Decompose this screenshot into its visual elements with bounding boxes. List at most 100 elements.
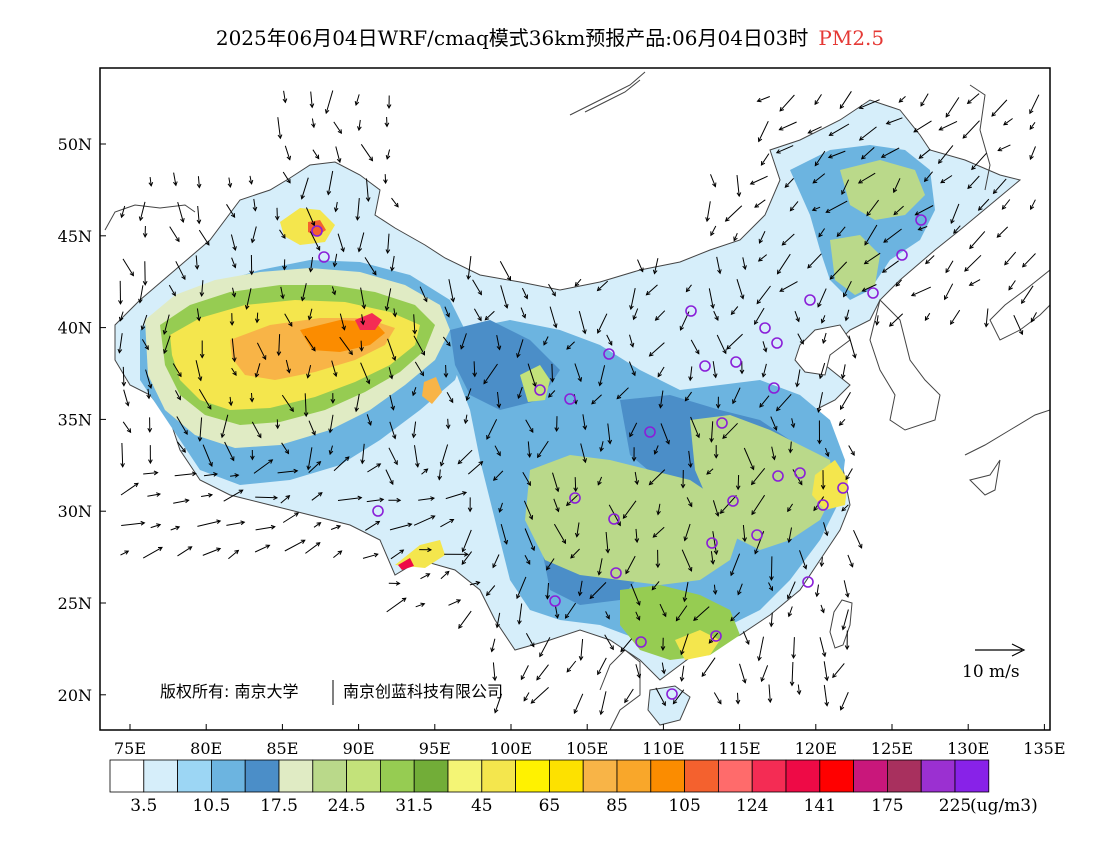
wind-vector [335, 201, 338, 212]
wind-vector-head [181, 448, 186, 453]
wind-vector-head [950, 219, 955, 225]
wind-vector-head [354, 100, 360, 107]
wind-vector-head [760, 160, 766, 166]
wind-vector-head [265, 544, 271, 549]
wind-vector-head [682, 597, 688, 603]
wind-vector-head [280, 294, 285, 300]
wind-vector-head [892, 188, 898, 194]
wind-vector [484, 310, 495, 321]
wind-vector [686, 284, 692, 292]
wind-vector-head [445, 424, 451, 430]
wind-vector-head [735, 485, 741, 491]
wind-vector [864, 252, 881, 265]
wind-vector [249, 175, 253, 184]
wind-vector-head [331, 290, 337, 296]
wind-vector [915, 205, 934, 216]
wind-vector-head [654, 316, 660, 321]
wind-vector-head [577, 591, 583, 597]
wind-vector-head [828, 131, 834, 136]
wind-vector-head [163, 349, 168, 355]
wind-vector [367, 463, 381, 473]
wind-scale-legend: 10 m/s [962, 643, 1026, 682]
wind-vector [201, 280, 204, 297]
wind-vector [413, 335, 425, 356]
wind-vector-head [153, 470, 159, 476]
wind-vector-head [596, 286, 602, 292]
wind-vector [254, 544, 270, 553]
station-marker-guiyang [610, 567, 622, 579]
colorbar-swatch [684, 759, 719, 793]
wind-vector [438, 469, 441, 480]
wind-vector-head [712, 373, 718, 379]
wind-vector [282, 512, 299, 523]
wind-vector-head [991, 112, 996, 117]
wind-vector [859, 126, 877, 141]
wind-vector [308, 420, 316, 435]
wind-vector-head [841, 625, 847, 631]
wind-vector-head [791, 654, 796, 660]
wind-vector [840, 392, 851, 410]
wind-vector [168, 284, 176, 296]
wind-vector [333, 550, 342, 558]
wind-vector-head [216, 519, 222, 524]
wind-vector [737, 474, 740, 490]
wind-vector-head [688, 376, 693, 382]
wind-vector-head [757, 137, 763, 143]
wind-vector-head [733, 236, 738, 242]
wind-vector-head [609, 645, 614, 651]
wind-vector-head [597, 480, 602, 486]
wind-vector-head [605, 614, 610, 620]
station-marker-dalian [804, 294, 816, 306]
wind-vector [607, 423, 611, 444]
wind-vector-head [196, 183, 202, 189]
wind-vector-head [858, 543, 863, 549]
wind-vector-head [197, 376, 203, 382]
wind-vector [143, 472, 158, 475]
wind-vector [736, 175, 740, 197]
wind-vector [537, 440, 549, 458]
wind-vector-head [787, 594, 792, 600]
wind-vector [657, 503, 661, 515]
taiwan-outline [829, 599, 853, 649]
station-marker-taiyuan [699, 360, 711, 372]
wind-vector-head [156, 492, 162, 497]
wind-vector [119, 311, 124, 321]
wind-vector [313, 522, 321, 528]
wind-vector [325, 90, 334, 114]
wind-vector-head [249, 270, 255, 276]
wind-vector [886, 117, 903, 125]
wind-vector-head [248, 179, 254, 185]
wind-vector-head [685, 287, 691, 293]
wind-vector [683, 582, 689, 602]
wind-vector [706, 468, 714, 475]
wind-vector [418, 497, 435, 501]
wind-vector [393, 308, 396, 317]
wind-vector [836, 226, 846, 237]
wind-vector-head [825, 208, 831, 213]
wind-vector [230, 234, 236, 251]
wind-vector [469, 581, 480, 586]
colorbar-swatch [413, 759, 449, 793]
wind-vector-head [802, 564, 808, 570]
wind-vector-head [839, 705, 845, 711]
wind-vector-head [196, 219, 202, 225]
wind-vector-head [311, 430, 316, 436]
wind-vector [360, 144, 373, 161]
wind-vector-head [379, 497, 385, 503]
wind-vector-head [288, 321, 293, 327]
wind-vector [762, 363, 767, 377]
wind-vector [742, 257, 746, 270]
wind-vector [796, 369, 801, 387]
wind-vector [360, 287, 365, 309]
wind-vector [742, 631, 750, 645]
map-frame-border [99, 67, 1051, 731]
wind-vector [122, 366, 125, 386]
wind-vector-head [945, 268, 950, 274]
wind-vector-head [860, 154, 866, 160]
wind-vector [231, 338, 236, 362]
wind-vector [770, 612, 773, 627]
sakhalin-outline [969, 84, 991, 191]
wind-vector-head [779, 106, 785, 112]
wind-vector-head [310, 221, 316, 227]
wind-vector-head [858, 104, 864, 110]
